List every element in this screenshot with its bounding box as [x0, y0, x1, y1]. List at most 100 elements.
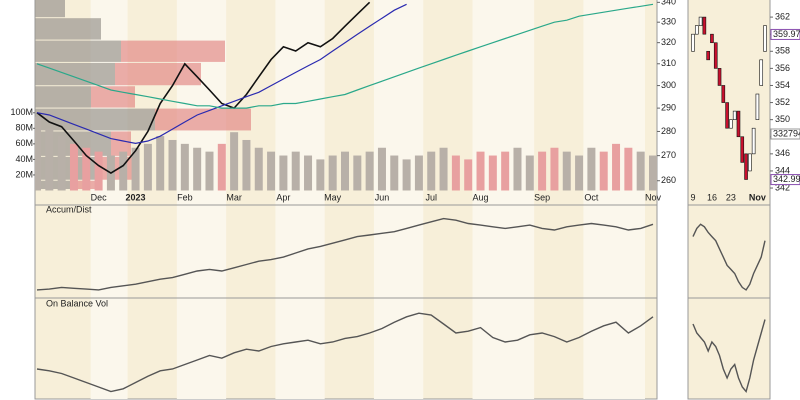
y-tick-label: 290 — [661, 102, 676, 112]
candle-body — [713, 42, 718, 69]
obv-title: On Balance Vol — [46, 298, 108, 308]
month-band — [583, 0, 645, 399]
volume-bar — [291, 151, 300, 191]
annotation-box — [770, 28, 800, 40]
candle-body — [702, 16, 707, 35]
volume-bar — [279, 155, 288, 191]
y-tick-label: 350 — [775, 114, 790, 124]
volume-bar — [649, 155, 657, 191]
vbp-up — [35, 0, 65, 18]
candle-body — [744, 153, 748, 180]
month-band — [472, 0, 535, 399]
y-tick-label: 344 — [775, 165, 790, 175]
volume-bar — [525, 155, 534, 191]
candle-body — [698, 16, 703, 26]
candle-body — [736, 110, 741, 138]
volume-bar — [451, 155, 460, 191]
vbp-down — [155, 108, 251, 131]
volume-bar — [168, 139, 177, 191]
vbp-up — [35, 180, 75, 189]
volume-bar — [501, 151, 510, 191]
x-tick-label: Aug — [473, 192, 489, 202]
candle-body — [710, 33, 714, 44]
vbp-down — [121, 40, 225, 62]
volume-bar — [35, 116, 41, 191]
volume-bar — [550, 147, 559, 191]
volume-bar — [45, 128, 54, 191]
y-tick-label: 280 — [661, 126, 676, 136]
volume-bar — [82, 147, 91, 191]
candle-body — [706, 50, 710, 61]
volume-bar — [230, 132, 239, 191]
line — [36, 312, 654, 393]
volume-tick-label: 40M — [15, 154, 33, 164]
candle-body — [729, 119, 733, 129]
x-tick-label: 2023 — [126, 192, 146, 202]
volume-bar — [562, 151, 571, 191]
x-tick-label: Mar — [226, 192, 242, 202]
volume-bar — [341, 151, 349, 191]
volume-bar — [427, 151, 436, 191]
x-tick-label: 9 — [690, 192, 695, 202]
volume-bar — [624, 147, 633, 191]
volume-tick-label: 60M — [15, 138, 33, 148]
y-tick-label: 346 — [775, 148, 790, 158]
volume-bar — [464, 159, 473, 191]
x-tick-label: Oct — [584, 192, 599, 202]
annotation-label: 342.99 — [773, 174, 800, 184]
x-tick-label: Feb — [177, 192, 193, 202]
volume-bar — [377, 147, 386, 191]
annotation-label: 359.97 — [773, 29, 800, 39]
candle-body — [759, 59, 764, 86]
vbp-up — [35, 18, 101, 40]
annotation-box — [770, 174, 800, 186]
candle-body — [755, 93, 760, 120]
volume-tick-label: 20M — [15, 169, 33, 179]
candle-body — [691, 33, 695, 52]
volume-tick-label: 100M — [10, 107, 33, 117]
mini-ad-panel — [687, 204, 771, 299]
volume-bar — [587, 147, 596, 191]
volume-bar — [304, 155, 313, 191]
volume-bar — [180, 143, 189, 191]
candle-body — [732, 110, 737, 120]
y-tick-label: 342 — [775, 182, 790, 192]
volume-bar — [575, 155, 584, 191]
y-tick-label: 310 — [661, 58, 676, 68]
volume-bar — [538, 151, 547, 191]
volume-bar — [612, 143, 621, 191]
x-tick-label: 23 — [726, 192, 736, 202]
volume-label-box — [770, 128, 800, 140]
y-tick-label: 340 — [661, 0, 676, 7]
candle-body — [751, 127, 756, 155]
volume-bar — [267, 151, 276, 191]
ad-panel — [34, 204, 658, 299]
candle-body — [748, 153, 752, 172]
vbp-up — [35, 108, 155, 131]
x-tick-label: May — [324, 192, 342, 202]
volume-bar — [402, 159, 411, 191]
line — [36, 217, 654, 291]
vbp-up — [35, 86, 91, 108]
volume-bar — [94, 151, 103, 191]
candle-body — [740, 136, 745, 163]
line — [692, 319, 766, 393]
x-tick-label: Jul — [425, 192, 437, 202]
line — [692, 223, 766, 291]
x-tick-label: Apr — [276, 192, 290, 202]
volume-bar — [488, 155, 497, 191]
candle-body — [694, 25, 699, 35]
y-tick-label: 356 — [775, 63, 790, 73]
volume-bar — [365, 151, 374, 191]
volume-bar — [414, 155, 423, 191]
mini-obv-panel — [687, 297, 771, 400]
y-tick-label: 300 — [661, 80, 676, 90]
vbp-up — [35, 40, 121, 62]
vbp-down — [111, 131, 131, 156]
volume-bar — [599, 151, 608, 191]
x-tick-label: Sep — [534, 192, 550, 202]
volume-bar — [205, 151, 214, 191]
obv-panel — [34, 297, 658, 400]
volume-bar — [328, 155, 337, 191]
volume-tick-label: 80M — [15, 123, 33, 133]
